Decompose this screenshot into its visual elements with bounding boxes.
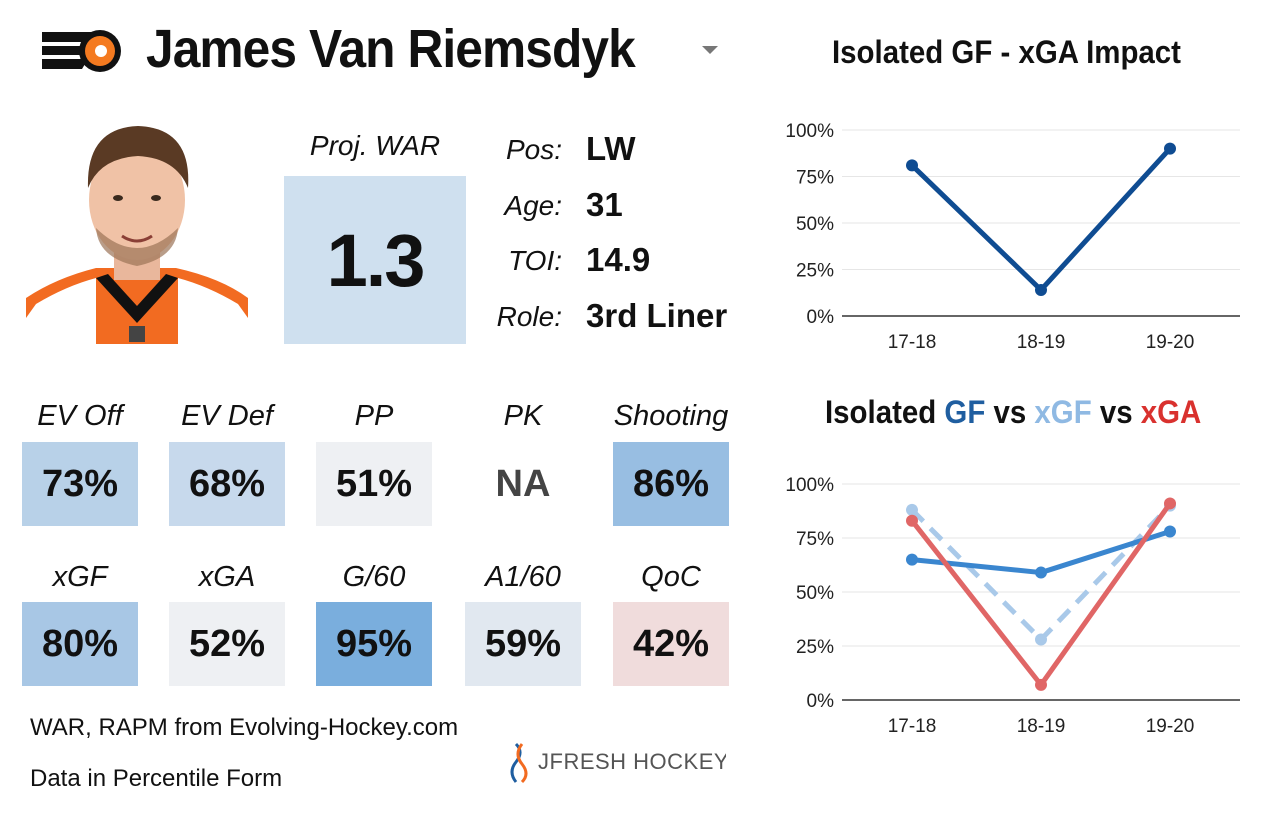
stat-box-g60: 95% [316, 602, 432, 686]
data-point [1035, 633, 1047, 646]
title-part-isolated: Isolated [825, 394, 945, 430]
data-point [906, 553, 918, 566]
stat-label-qoc: QoC [641, 561, 701, 593]
war-value: 1.3 [284, 176, 466, 344]
x-tick-label: 18-19 [1017, 716, 1066, 737]
y-tick-label: 50% [796, 583, 834, 604]
stat-box-ev-def: 68% [169, 442, 285, 526]
info-value-age: 31 [586, 186, 623, 223]
stat-box-pp: 51% [316, 442, 432, 526]
stat-box-a160: 59% [465, 602, 581, 686]
stat-box-xga: 52% [169, 602, 285, 686]
x-tick-label: 19-20 [1146, 332, 1195, 353]
y-tick-label: 100% [785, 121, 834, 142]
info-value-toi: 14.9 [586, 241, 651, 278]
source-credit: WAR, RAPM from Evolving-Hockey.com [30, 714, 459, 741]
title-part-xga: xGA [1140, 394, 1202, 430]
stat-label-shooting: Shooting [613, 400, 729, 432]
war-label: Proj. WAR [309, 130, 441, 161]
y-tick-label: 0% [807, 307, 835, 328]
data-point [906, 159, 918, 172]
title-part-xgf: xGF [1034, 394, 1092, 430]
stat-box-xgf: 80% [22, 602, 138, 686]
jfresh-hockey-logo: JFRESH HOCKEY [510, 742, 726, 784]
y-tick-label: 50% [796, 214, 834, 235]
percentile-note: Data in Percentile Form [30, 765, 283, 792]
stat-label-pp: PP [354, 400, 394, 432]
data-point [1164, 497, 1176, 510]
x-tick-label: 17-18 [888, 332, 937, 353]
chart-gf-xga-impact: 0% 25% 50% 75% 100% 17-18 18-19 19-20 [785, 121, 1240, 353]
info-value-pos: LW [586, 130, 636, 167]
y-tick-label: 25% [796, 637, 834, 658]
y-tick-label: 25% [796, 261, 834, 282]
chevron-down-icon[interactable] [702, 46, 718, 54]
stat-label-a160: A1/60 [485, 561, 561, 593]
chart-gf-xgf-xga: 0% 25% 50% 75% 100% 17-18 18-19 19-20 [785, 475, 1240, 737]
title-part-gf: GF [944, 394, 986, 430]
title-part-vs2: vs [1091, 394, 1141, 430]
stat-box-pk: NA [465, 442, 581, 526]
data-point [1035, 283, 1047, 296]
player-photo [26, 126, 248, 344]
data-point [1164, 525, 1176, 538]
chart-title-bottom: Isolated GF vs xGF vs xGA [825, 394, 1201, 431]
brand-text: JFRESH HOCKEY [538, 749, 726, 774]
series-line [910, 501, 1173, 688]
stat-label-g60: G/60 [342, 561, 406, 593]
data-point [1035, 566, 1047, 579]
stat-label-xga: xGA [198, 561, 256, 593]
stat-box-shooting: 86% [613, 442, 729, 526]
stat-label-pk: PK [503, 400, 543, 432]
x-tick-label: 17-18 [888, 716, 937, 737]
y-tick-label: 0% [807, 691, 835, 712]
stat-label-ev-off: EV Off [37, 400, 123, 432]
player-name: James Van Riemsdyk [146, 19, 636, 79]
series-line [910, 146, 1172, 293]
y-tick-label: 100% [785, 475, 834, 496]
info-label-age: Age: [504, 190, 562, 221]
stat-label-xgf: xGF [52, 561, 108, 593]
data-point [906, 503, 918, 516]
stat-label-ev-def: EV Def [181, 400, 273, 432]
info-value-role: 3rd Liner [586, 297, 728, 334]
x-tick-label: 19-20 [1146, 716, 1195, 737]
data-point [1164, 142, 1176, 155]
y-tick-label: 75% [796, 168, 834, 189]
flyers-logo-icon [42, 30, 121, 72]
info-label-toi: TOI: [508, 245, 562, 276]
info-label-role: Role: [496, 301, 562, 332]
y-tick-label: 75% [796, 529, 834, 550]
data-point [906, 514, 918, 527]
stat-box-qoc: 42% [613, 602, 729, 686]
data-point [1035, 678, 1047, 691]
x-tick-label: 18-19 [1017, 332, 1066, 353]
title-part-vs1: vs [985, 394, 1035, 430]
info-label-pos: Pos: [505, 134, 562, 165]
stat-box-ev-off: 73% [22, 442, 138, 526]
chart-title-top: Isolated GF - xGA Impact [832, 34, 1181, 70]
